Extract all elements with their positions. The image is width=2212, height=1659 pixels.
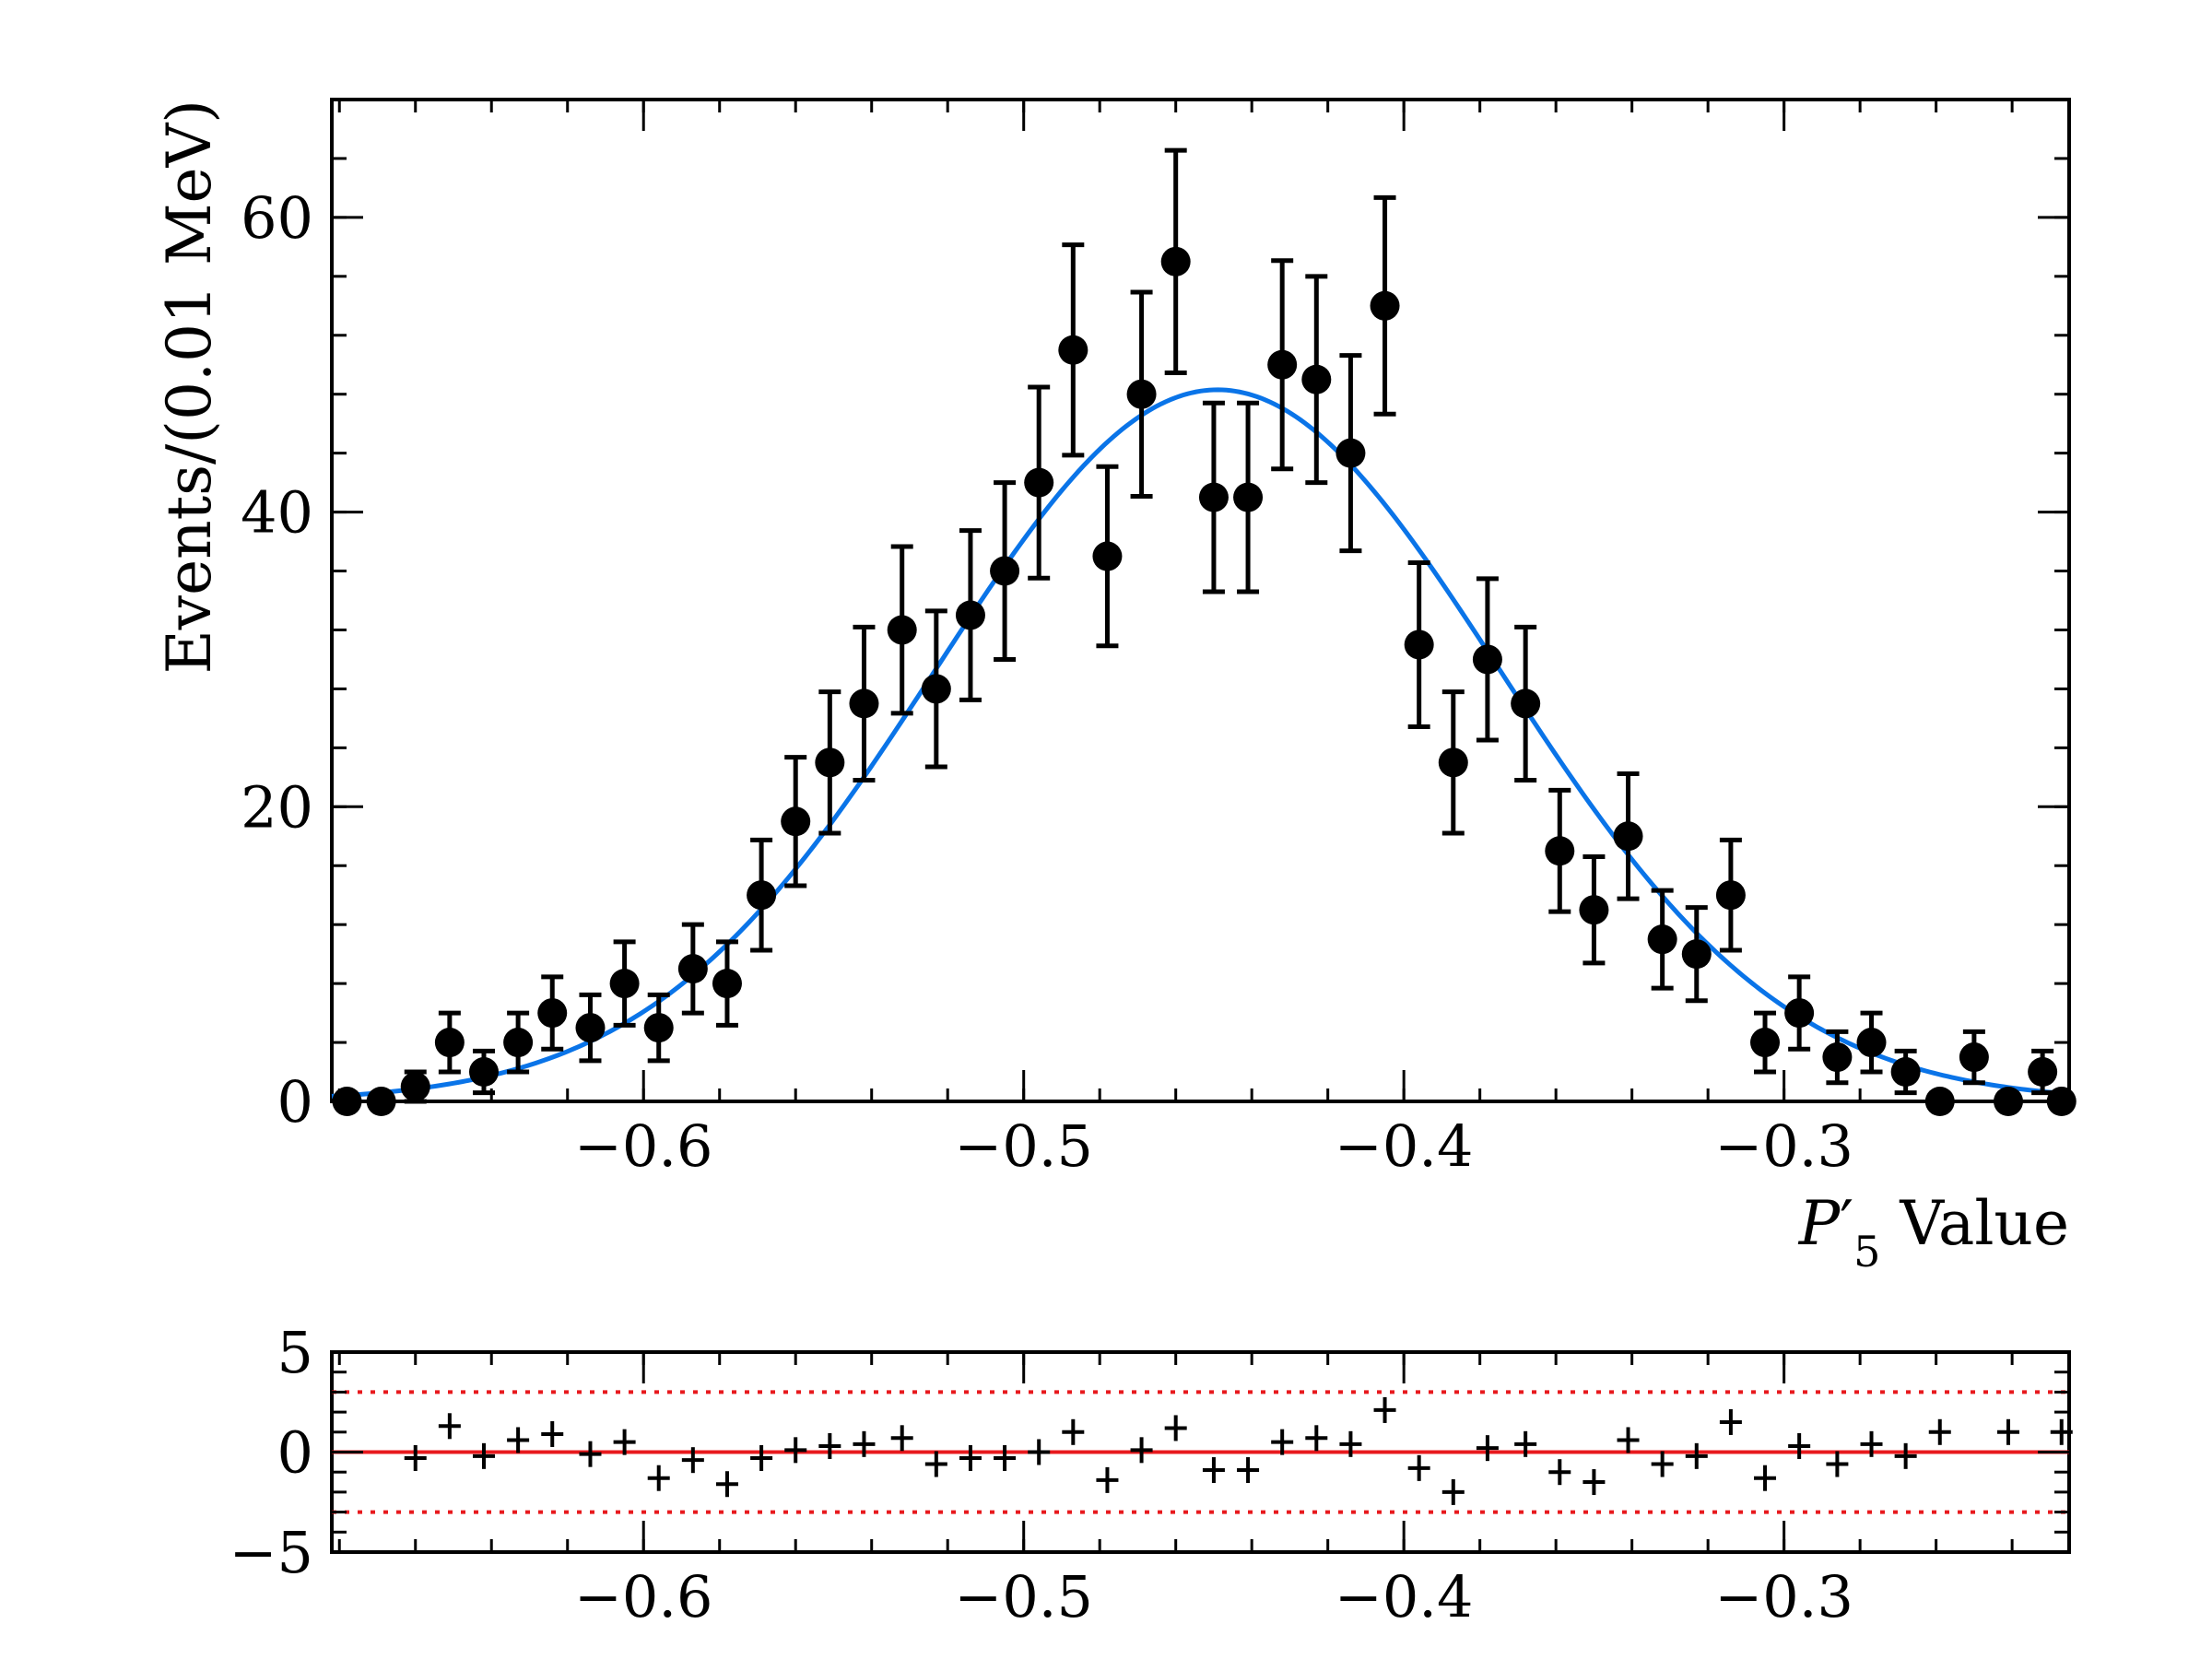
- data-point: [400, 1072, 430, 1102]
- main-y-tick-label: 0: [277, 1068, 313, 1135]
- data-point: [1613, 821, 1643, 852]
- data-point: [1647, 924, 1677, 955]
- pull-data-points: [404, 1396, 2073, 1505]
- main-x-tick-label: −0.6: [574, 1112, 713, 1180]
- data-point: [1126, 379, 1157, 409]
- data-point: [1784, 998, 1815, 1029]
- data-point: [2028, 1057, 2058, 1088]
- data-point: [537, 998, 568, 1029]
- data-point: [468, 1057, 499, 1088]
- data-point: [849, 688, 879, 719]
- data-point: [1370, 290, 1400, 321]
- data-point: [990, 556, 1020, 586]
- data-point: [1681, 939, 1712, 970]
- pull-y-tick-label: −5: [229, 1519, 313, 1586]
- pull-x-tick-label: −0.3: [1714, 1563, 1853, 1630]
- data-point: [887, 615, 917, 645]
- data-point: [747, 880, 777, 911]
- data-point: [677, 954, 708, 984]
- data-point: [1160, 246, 1191, 276]
- data-point: [609, 969, 640, 999]
- data-point: [1438, 747, 1468, 778]
- x-axis-label: P′5 Value: [1798, 1188, 2069, 1277]
- main-y-tick-label: 60: [241, 184, 313, 252]
- data-point: [366, 1087, 396, 1116]
- pull-plot: −0.6 −0.5 −0.4 −0.3 −5 0 5: [229, 1319, 2073, 1630]
- main-x-tick-label: −0.4: [1335, 1112, 1474, 1180]
- data-point: [781, 806, 811, 837]
- data-point: [921, 674, 951, 704]
- data-point: [332, 1087, 362, 1116]
- main-axis-ticks: [332, 98, 2069, 1103]
- data-point: [1822, 1042, 1853, 1073]
- data-point: [1579, 895, 1609, 925]
- main-plot: −0.6 −0.5 −0.4 −0.3 0 20 40 60 Events/(0.01 MeV…: [154, 98, 2077, 1277]
- pull-reference-lines: [332, 1390, 2069, 1514]
- data-point: [1511, 688, 1541, 719]
- main-y-tick-label: 20: [241, 773, 313, 841]
- pull-axis-ticks: [332, 1350, 2069, 1554]
- data-point: [643, 1013, 674, 1043]
- data-point: [1404, 629, 1434, 660]
- data-point: [1890, 1057, 1921, 1088]
- data-point: [1994, 1087, 2024, 1116]
- pull-y-tick-label: 0: [277, 1419, 313, 1487]
- data-point: [955, 600, 985, 630]
- main-x-tick-label: −0.5: [954, 1112, 1093, 1180]
- pull-x-tick-label: −0.4: [1335, 1563, 1474, 1630]
- data-point: [815, 747, 845, 778]
- data-point: [575, 1013, 606, 1043]
- data-point: [1924, 1087, 1955, 1116]
- main-x-tick-label: −0.3: [1714, 1112, 1853, 1180]
- data-point: [503, 1028, 534, 1058]
- data-point: [1024, 467, 1054, 498]
- data-point: [1750, 1028, 1781, 1058]
- data-point: [434, 1028, 465, 1058]
- pull-x-tick-label: −0.6: [574, 1563, 713, 1630]
- y-axis-label: Events/(0.01 MeV): [154, 100, 225, 674]
- main-tick-labels: −0.6 −0.5 −0.4 −0.3 0 20 40 60: [241, 184, 1853, 1180]
- data-point: [1092, 541, 1123, 571]
- pull-y-tick-label: 5: [277, 1319, 313, 1386]
- data-point: [1301, 364, 1332, 394]
- pull-tick-labels: −0.6 −0.5 −0.4 −0.3 −5 0 5: [229, 1319, 1853, 1630]
- data-point: [1959, 1042, 1989, 1073]
- data-point: [1198, 482, 1229, 512]
- data-point: [2046, 1087, 2077, 1116]
- data-point: [1267, 349, 1298, 380]
- main-data-points: [332, 147, 2077, 1116]
- data-point: [1058, 335, 1088, 365]
- data-point: [1233, 482, 1264, 512]
- main-y-tick-label: 40: [241, 479, 313, 547]
- data-point: [1545, 836, 1575, 866]
- data-point: [1715, 880, 1746, 911]
- data-point: [712, 969, 742, 999]
- pull-x-tick-label: −0.5: [954, 1563, 1093, 1630]
- main-plot-frame: [330, 98, 2071, 1103]
- data-point: [1856, 1028, 1887, 1058]
- data-point: [1472, 644, 1502, 675]
- data-point: [1335, 438, 1366, 468]
